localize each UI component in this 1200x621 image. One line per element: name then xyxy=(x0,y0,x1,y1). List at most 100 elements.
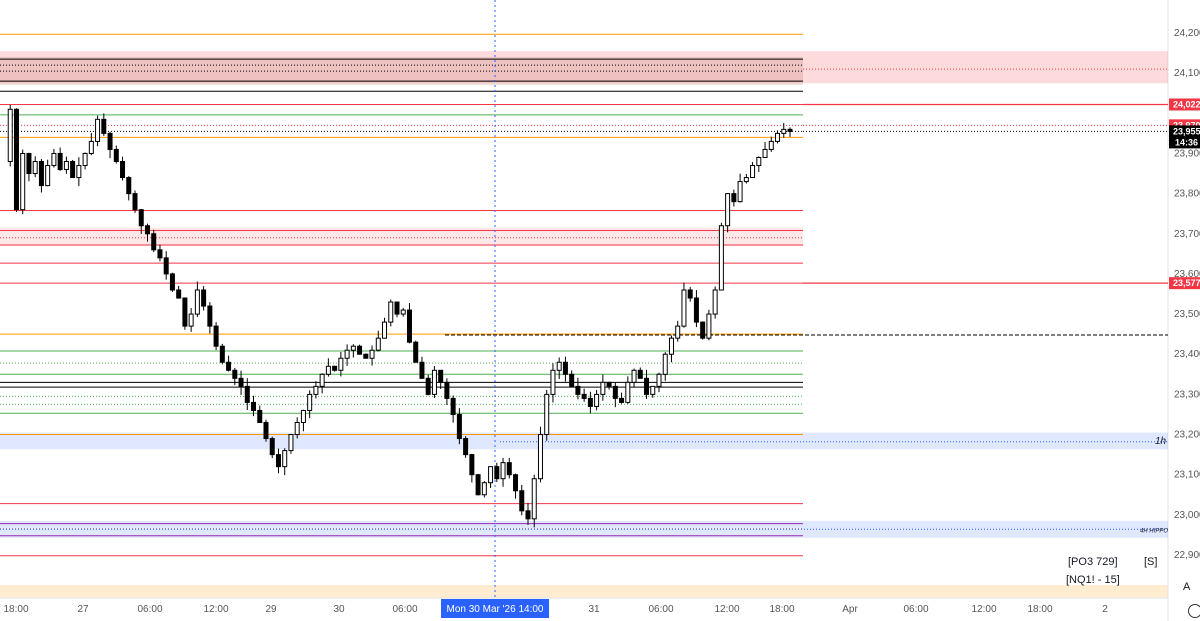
candle-body xyxy=(38,160,44,187)
candle-body xyxy=(550,369,556,395)
y-tick-label: 23,200 xyxy=(1174,430,1200,441)
candle-body xyxy=(500,462,506,480)
candle-body xyxy=(756,156,762,167)
candle-body xyxy=(275,454,281,468)
candle-body xyxy=(188,313,194,327)
candle-body xyxy=(406,309,412,343)
y-tick-label: 23,100 xyxy=(1174,470,1200,481)
candle-body xyxy=(388,301,394,323)
candle-body xyxy=(731,193,737,203)
y-tick-label: 24,200 xyxy=(1174,28,1200,39)
candle-body xyxy=(675,325,681,339)
candle-body xyxy=(681,289,687,327)
candle-body xyxy=(169,273,175,291)
candle-body xyxy=(531,478,537,520)
x-tick-label: 12:00 xyxy=(971,604,996,615)
candle-body xyxy=(488,466,494,484)
s-button[interactable]: [S] xyxy=(1144,556,1158,568)
candle-body xyxy=(475,474,481,496)
candle-body xyxy=(706,313,712,339)
candle-body xyxy=(88,140,94,154)
candle-body xyxy=(612,385,618,399)
x-tick-label: 06:00 xyxy=(648,604,673,615)
candle-body xyxy=(750,165,756,179)
x-tick-label: 06:00 xyxy=(903,604,928,615)
candle-body xyxy=(712,289,718,315)
candle-body xyxy=(57,152,63,171)
candle-body xyxy=(456,413,462,440)
candle-body xyxy=(344,349,350,359)
candle-body xyxy=(413,341,419,363)
candle-body xyxy=(176,289,182,299)
x-tick-label: 29 xyxy=(265,604,277,615)
candle-body xyxy=(569,373,575,387)
candle-body xyxy=(32,160,38,175)
candle-body xyxy=(26,152,32,175)
candle-body xyxy=(419,361,425,379)
candle-body xyxy=(625,381,631,403)
candle-body xyxy=(325,365,331,375)
candle-body xyxy=(45,165,51,187)
candle-body xyxy=(357,345,363,355)
y-tick-label: 23,900 xyxy=(1174,148,1200,159)
candle-body xyxy=(163,257,169,275)
crosshair-time-bg xyxy=(441,599,549,618)
symbol-label: [NQ1! - 15] xyxy=(1066,574,1120,586)
y-tick-label: 23,600 xyxy=(1174,269,1200,280)
candle-body xyxy=(182,297,188,327)
candle-body xyxy=(238,377,244,387)
candle-body xyxy=(63,160,69,171)
countdown-label: 14:36 xyxy=(1175,137,1198,147)
x-tick-label: Apr xyxy=(842,604,858,615)
candle-body xyxy=(525,510,531,520)
candle-body xyxy=(288,434,294,452)
candle-body xyxy=(725,193,731,227)
settings-icon[interactable] xyxy=(1188,604,1200,618)
candle-body xyxy=(82,152,88,167)
candle-body xyxy=(562,361,568,375)
price-tag-label: 23,955 xyxy=(1173,126,1200,136)
candle-body xyxy=(157,249,163,259)
candle-body xyxy=(556,361,562,371)
x-tick-label: 31 xyxy=(588,604,600,615)
candle-body xyxy=(107,132,113,150)
session-strip xyxy=(0,585,1168,598)
zone-4 xyxy=(0,520,1168,538)
candle-body xyxy=(481,482,487,496)
candle-body xyxy=(232,369,238,379)
candle-body xyxy=(213,325,219,347)
candle-body xyxy=(151,233,157,251)
candle-body xyxy=(718,225,724,291)
candle-body xyxy=(693,297,699,323)
candle-body xyxy=(687,289,693,299)
countdown-tag-bg xyxy=(1169,136,1200,149)
x-tick-label: 27 xyxy=(77,604,89,615)
candle-body xyxy=(544,393,550,436)
candle-body xyxy=(132,193,138,211)
candle-body xyxy=(257,409,263,423)
price-tag-bg xyxy=(1169,98,1200,111)
candle-body xyxy=(469,454,475,476)
candle-body xyxy=(269,438,275,456)
candle-body xyxy=(537,434,543,480)
candle-body xyxy=(431,369,437,395)
candle-body xyxy=(194,289,200,315)
candle-body xyxy=(294,421,300,436)
candle-body xyxy=(506,462,512,476)
x-tick-label: 06:00 xyxy=(392,604,417,615)
candle-body xyxy=(307,393,313,411)
po3-label: [PO3 729] xyxy=(1068,556,1118,568)
candle-body xyxy=(781,128,787,134)
candle-body xyxy=(76,165,82,179)
x-tick-label: 12:00 xyxy=(203,604,228,615)
x-tick-label: 18:00 xyxy=(769,604,794,615)
auto-scale-button[interactable]: A xyxy=(1183,581,1191,593)
y-tick-label: 23,000 xyxy=(1174,510,1200,521)
y-tick-label: 22,900 xyxy=(1174,550,1200,561)
candle-body xyxy=(219,345,225,363)
candle-body xyxy=(743,177,749,183)
candle-body xyxy=(319,373,325,387)
candle-body xyxy=(363,353,369,359)
